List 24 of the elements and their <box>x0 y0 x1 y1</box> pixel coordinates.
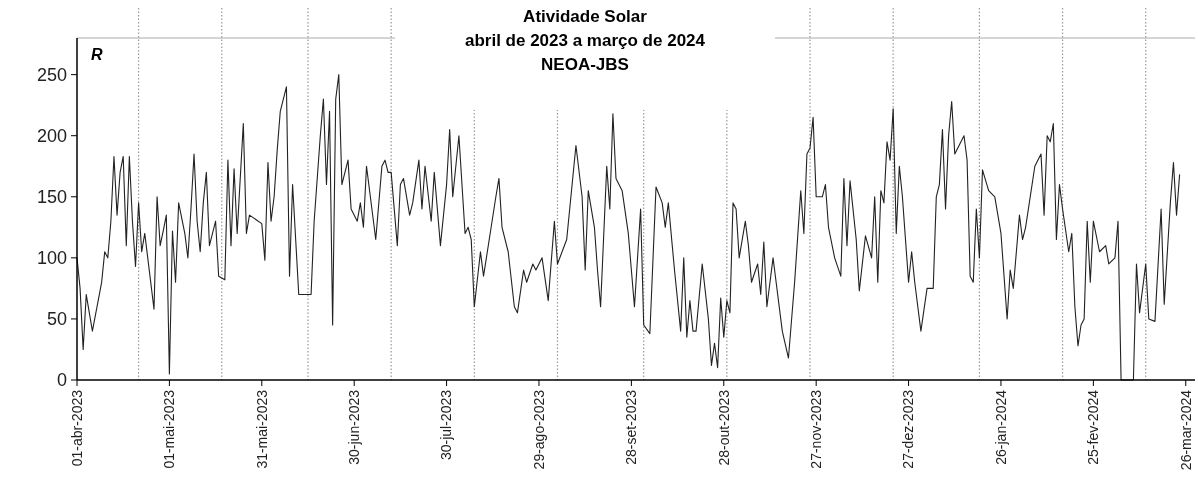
x-tick-label: 31-mai-2023 <box>253 389 270 469</box>
chart-subtitle: abril de 2023 a março de 2024 <box>464 31 706 50</box>
y-tick-label: 250 <box>36 64 67 85</box>
annotation: R <box>91 46 103 63</box>
x-tick-label: 27-nov-2023 <box>808 389 825 469</box>
y-tick-label: 0 <box>56 370 67 391</box>
x-tick-label: 25-fev-2024 <box>1085 389 1102 465</box>
chart-title: Atividade Solar <box>523 7 648 26</box>
x-tick-label: 26-mar-2024 <box>1177 389 1194 471</box>
x-tick-label: 29-ago-2023 <box>530 389 547 470</box>
y-tick-label: 50 <box>46 309 67 330</box>
x-tick-label: 28-set-2023 <box>623 389 640 465</box>
y-tick-label: 100 <box>36 248 67 269</box>
x-tick-label: 26-jan-2024 <box>992 389 1009 465</box>
annotation: NEOA-JBS <box>541 55 629 74</box>
x-tick-label: 28-out-2023 <box>715 389 732 466</box>
x-tick-label: 30-jul-2023 <box>438 389 455 461</box>
x-tick-label: 30-jun-2023 <box>346 389 363 465</box>
x-tick-label: 01-mai-2023 <box>161 389 178 469</box>
x-tick-label: 01-abr-2023 <box>68 389 85 467</box>
y-tick-label: 200 <box>36 126 67 147</box>
line-series <box>76 74 1181 381</box>
x-tick-label: 27-dez-2023 <box>900 389 917 469</box>
y-tick-label: 150 <box>36 187 67 208</box>
